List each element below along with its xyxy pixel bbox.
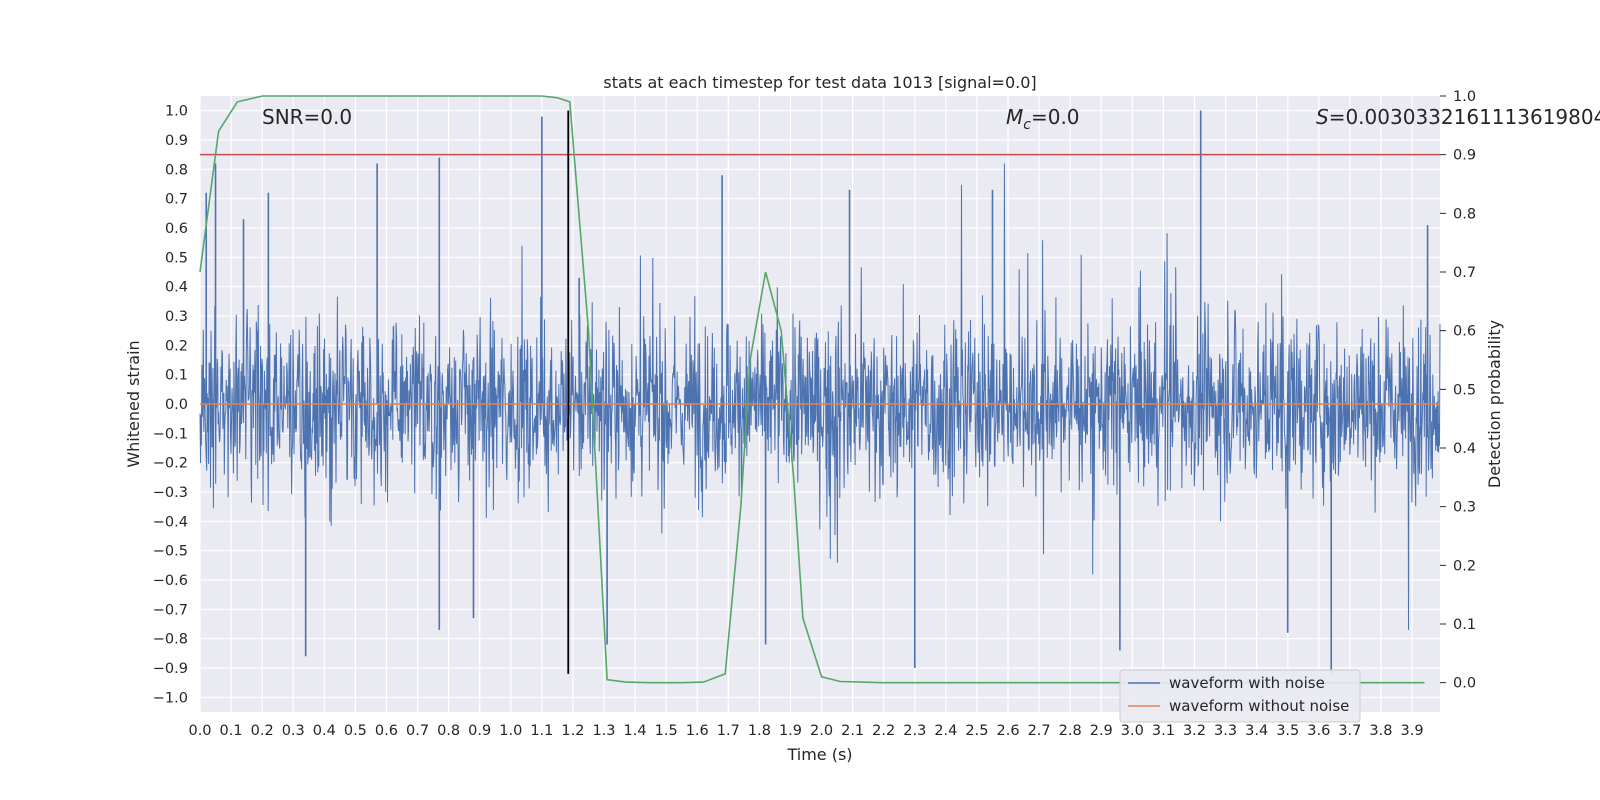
legend-box (1119, 669, 1361, 723)
x-tick-label: 0.8 (437, 723, 460, 739)
y-tick-label: −0.7 (153, 602, 188, 618)
x-tick-label: 0.4 (313, 723, 336, 739)
y-tick-label: 0.2 (165, 338, 188, 354)
x-tick-label: 1.8 (748, 723, 771, 739)
y-tick-label: 0.4 (165, 280, 188, 296)
y-tick-label: −0.9 (153, 661, 188, 677)
series-layer (199, 95, 1441, 684)
s-value: =0.0030332161113619804 (1329, 105, 1600, 129)
x-tick-label: 3.0 (1121, 723, 1144, 739)
legend-label-clean: waveform without noise (1169, 697, 1349, 715)
y-tick-label: −0.5 (153, 544, 188, 560)
x-tick-label: 1.3 (592, 723, 615, 739)
legend-label-noise: waveform with noise (1169, 674, 1325, 692)
x-tick-label: 2.0 (810, 723, 833, 739)
s-annotation: S=0.0030332161113619804 (1316, 105, 1600, 129)
x-tick-label: 3.2 (1183, 723, 1206, 739)
y-tick-label: −1.0 (153, 690, 188, 706)
mc-symbol: M (1006, 105, 1023, 129)
x-tick-label: 1.9 (779, 723, 802, 739)
x-tick-label: 2.5 (965, 723, 988, 739)
y-tick-label: 0.6 (165, 221, 188, 237)
x-tick-label: 0.9 (468, 723, 491, 739)
x-tick-label: 1.5 (655, 723, 678, 739)
y-tick-label: 0.1 (165, 368, 188, 384)
x-tick-label: 3.6 (1307, 723, 1330, 739)
series-detection-probability (199, 95, 1425, 684)
y-tick-label: −0.6 (153, 573, 188, 589)
x-tick-label: 0.7 (406, 723, 429, 739)
chart-title: stats at each timestep for test data 101… (603, 73, 1036, 92)
x-tick-label: 2.9 (1090, 723, 1113, 739)
x-tick-label: 3.1 (1152, 723, 1175, 739)
y2-tick-label: 0.2 (1453, 558, 1476, 574)
legend: waveform with noise waveform without noi… (1119, 669, 1361, 723)
y-tick-label: −0.2 (153, 456, 188, 472)
x-tick-label: 0.0 (188, 723, 211, 739)
y2-tick-label: 0.9 (1453, 148, 1476, 164)
x-axis-label: Time (s) (786, 745, 852, 764)
mc-annotation: Mc=0.0 (1006, 105, 1080, 133)
y-gridlines (200, 110, 1440, 698)
x-tick-label: 0.6 (375, 723, 398, 739)
y2-axis-label: Detection probability (1485, 320, 1504, 488)
x-tick-label: 1.2 (561, 723, 584, 739)
x-tick-label: 2.3 (903, 723, 926, 739)
s-symbol: S (1316, 105, 1329, 129)
noise-spikes (205, 110, 1429, 674)
x-tick-label: 2.1 (841, 723, 864, 739)
x-tick-label: 1.4 (624, 723, 647, 739)
x-tick-label: 0.5 (344, 723, 367, 739)
y2-tick-label: 0.7 (1453, 265, 1476, 281)
x-tick-label: 0.3 (282, 723, 305, 739)
x-tick-label: 2.6 (996, 723, 1019, 739)
y-tick-label: 1.0 (165, 104, 188, 120)
x-tick-label: 0.1 (220, 723, 243, 739)
y2-tick-label: 0.8 (1453, 206, 1476, 222)
y2-tick-label: 0.4 (1453, 441, 1476, 457)
x-tick-label: 2.4 (934, 723, 957, 739)
x-tick-label: 3.9 (1400, 723, 1423, 739)
mc-subscript: c (1023, 117, 1031, 133)
x-tick-label: 3.4 (1245, 723, 1268, 739)
y2-tick-label: 0.3 (1453, 500, 1476, 516)
y2-tick-label: 0.1 (1453, 617, 1476, 633)
mc-value: =0.0 (1031, 105, 1080, 129)
x-tick-label: 1.6 (686, 723, 709, 739)
y-tick-labels: 1.0 0.9 0.8 0.7 0.6 0.5 0.4 0.3 0.2 0.1 0.0 −0.1 −0.… (153, 104, 188, 707)
x-tick-label: 3.7 (1338, 723, 1361, 739)
y-tick-label: 0.9 (165, 133, 188, 149)
x-tick-label: 3.5 (1276, 723, 1299, 739)
y-tick-label: 0.3 (165, 309, 188, 325)
y2-tick-label: 0.6 (1453, 324, 1476, 340)
series-waveform-with-noise (199, 163, 1441, 630)
y2-tick-label: 1.0 (1453, 89, 1476, 105)
x-tick-label: 1.7 (717, 723, 740, 739)
y-tick-label: −0.3 (153, 485, 188, 501)
x-tick-label: 3.8 (1369, 723, 1392, 739)
y-tick-label: −0.8 (153, 632, 188, 648)
y-tick-label: −0.4 (153, 514, 188, 530)
y-tick-label: 0.8 (165, 162, 188, 178)
x-tick-label: 0.2 (251, 723, 274, 739)
y-tick-label: 0.7 (165, 192, 188, 208)
y2-tick-label: 0.5 (1453, 382, 1476, 398)
y-axis-label: Whitened strain (124, 340, 143, 467)
x-tick-label: 3.3 (1214, 723, 1237, 739)
x-tick-label: 1.0 (499, 723, 522, 739)
x-tick-label: 2.8 (1059, 723, 1082, 739)
y2-tick-label: 0.0 (1453, 676, 1476, 692)
x-tick-label: 2.2 (872, 723, 895, 739)
snr-annotation: SNR=0.0 (262, 105, 352, 129)
y-tick-label: 0.5 (165, 250, 188, 266)
y-tick-label: −0.1 (153, 426, 188, 442)
x-tick-label: 2.7 (1028, 723, 1051, 739)
y-tick-label: 0.0 (165, 397, 188, 413)
y2-tick-labels: 1.0 0.9 0.8 0.7 0.6 0.5 0.4 0.3 0.2 0.1 0.0 (1440, 89, 1476, 692)
x-tick-label: 1.1 (530, 723, 553, 739)
x-tick-labels: 0.0 0.1 0.2 0.3 0.4 0.5 0.6 0.7 0.8 0.9 1.0 1.1 1.2 1… (188, 723, 1423, 739)
